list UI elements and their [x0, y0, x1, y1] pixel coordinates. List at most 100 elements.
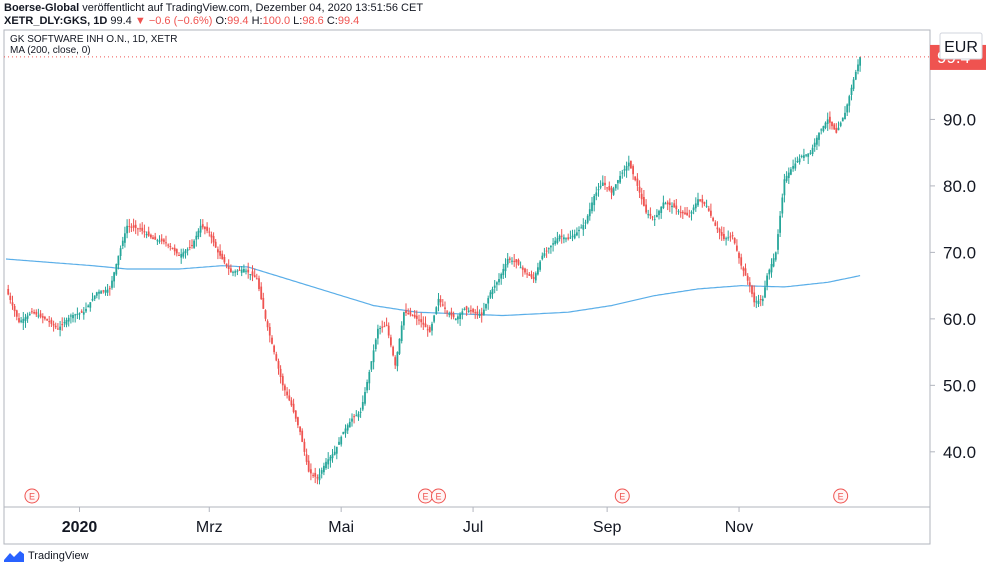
candle	[774, 251, 777, 262]
candle-body	[141, 227, 144, 231]
candle	[679, 205, 682, 218]
candle	[340, 435, 343, 447]
candle-body	[528, 274, 531, 276]
candle	[160, 234, 163, 245]
candle-body	[57, 328, 59, 330]
candle	[314, 467, 317, 484]
candle-body	[305, 454, 308, 462]
down-arrow-icon: ▼	[134, 15, 146, 27]
candle-body	[171, 247, 174, 249]
candle-body	[95, 292, 98, 296]
candle-body	[729, 236, 732, 238]
candle	[316, 474, 319, 485]
candle-body	[206, 226, 208, 231]
earnings-marker[interactable]: E	[833, 488, 849, 504]
candle-body	[260, 286, 263, 299]
candle-body	[318, 474, 321, 481]
candle-body	[859, 56, 861, 66]
candle	[182, 248, 185, 259]
candle-body	[249, 274, 252, 275]
earnings-marker[interactable]: E	[417, 488, 433, 504]
candle	[197, 228, 200, 240]
candle-body	[761, 298, 764, 302]
candle	[543, 247, 546, 258]
candle	[807, 153, 810, 164]
earnings-marker[interactable]: E	[24, 488, 40, 504]
candle	[710, 203, 712, 218]
candle-body	[506, 259, 509, 265]
candle	[792, 159, 794, 172]
candle	[234, 269, 237, 277]
candle	[742, 266, 745, 277]
candle	[301, 428, 304, 443]
candle-body	[379, 328, 381, 329]
candle-body	[707, 208, 710, 211]
candle-body	[314, 472, 317, 477]
candle	[409, 307, 412, 317]
candle	[374, 338, 377, 352]
candle-body	[465, 306, 468, 310]
candle	[619, 171, 621, 184]
candle-body	[50, 319, 53, 324]
candle	[640, 187, 643, 205]
candle	[28, 311, 31, 316]
candle-body	[7, 289, 10, 295]
candle-body	[74, 314, 77, 316]
symbol-label: XETR_DLY:GKS, 1D	[4, 15, 108, 27]
candle	[820, 128, 823, 135]
candle	[158, 235, 161, 244]
candle-body	[124, 233, 126, 243]
earnings-marker-circle	[833, 488, 849, 504]
candle-body	[106, 289, 109, 293]
candle	[381, 320, 384, 333]
candle-body	[833, 124, 836, 130]
candle	[223, 254, 226, 265]
footer-brand[interactable]: TradingView	[4, 550, 89, 562]
candle	[718, 227, 721, 240]
candle-body	[145, 234, 148, 236]
candle-body	[20, 320, 22, 322]
candle-body	[44, 316, 46, 319]
candle	[841, 117, 844, 122]
candle	[766, 273, 768, 291]
candle-body	[608, 186, 611, 190]
candle-body	[104, 290, 107, 293]
earnings-marker[interactable]: E	[430, 488, 446, 504]
candle	[591, 197, 593, 214]
candle	[846, 103, 849, 116]
candle-body	[744, 268, 747, 276]
candle	[396, 351, 399, 372]
candle-body	[783, 179, 786, 196]
candle-body	[236, 270, 239, 272]
candle-body	[846, 104, 849, 113]
candle-body	[329, 456, 332, 461]
candle	[454, 318, 457, 321]
candle-body	[768, 269, 771, 275]
price-tick-label: 50.0	[943, 376, 976, 395]
currency-badge[interactable]: EUR	[939, 32, 983, 60]
candle	[20, 317, 22, 324]
candle-body	[238, 269, 241, 271]
candle-body	[24, 317, 27, 321]
high-label: H:	[251, 15, 263, 27]
candle	[262, 292, 265, 309]
candle	[249, 274, 252, 281]
candle-body	[662, 202, 665, 208]
candle	[130, 223, 133, 232]
candle-body	[303, 441, 306, 452]
candle	[258, 275, 260, 292]
candle-body	[225, 263, 228, 266]
earnings-marker-label: E	[838, 492, 844, 502]
candle	[630, 160, 632, 169]
candle	[206, 222, 208, 234]
candle	[273, 344, 275, 355]
earnings-marker[interactable]: E	[614, 488, 630, 504]
candle	[240, 266, 243, 277]
candle	[329, 455, 332, 468]
candle	[290, 397, 293, 407]
candle-body	[521, 267, 524, 270]
candle-body	[701, 199, 704, 203]
candle-body	[158, 240, 161, 242]
